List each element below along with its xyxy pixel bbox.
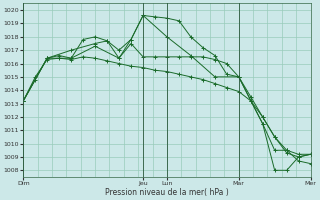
X-axis label: Pression niveau de la mer( hPa ): Pression niveau de la mer( hPa ) xyxy=(105,188,229,197)
